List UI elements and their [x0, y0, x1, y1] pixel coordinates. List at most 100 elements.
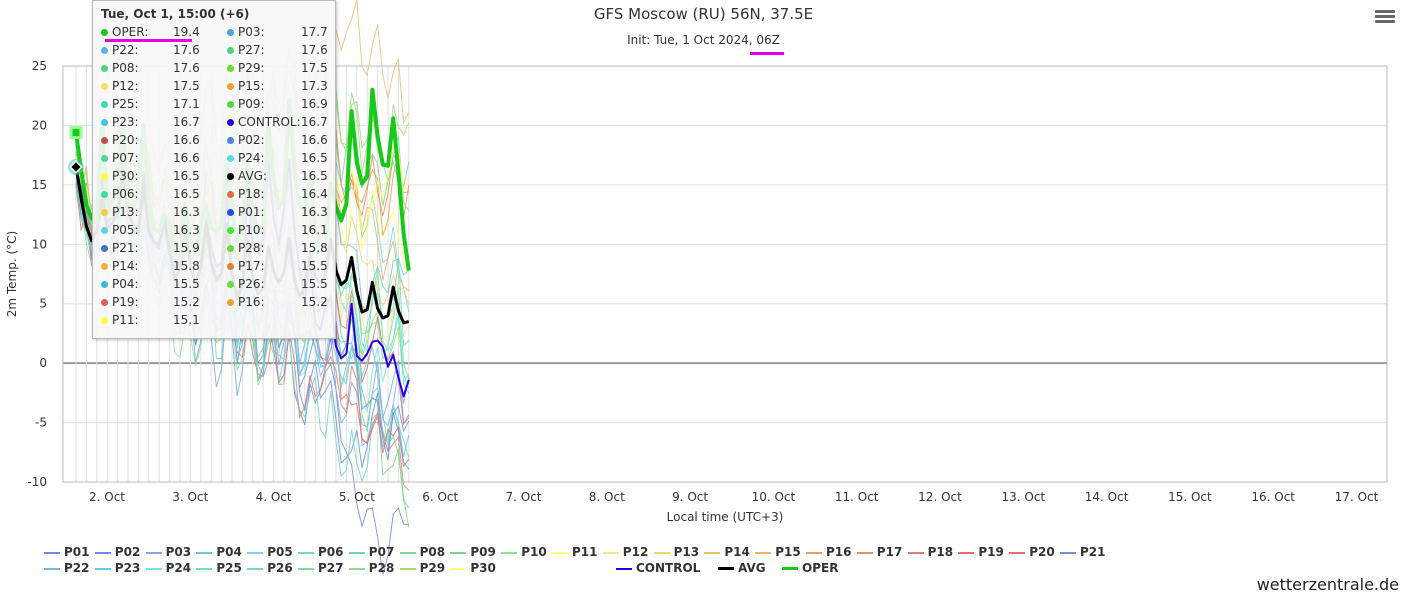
legend-swatch [94, 551, 111, 554]
tooltip-entry-name: P09: [238, 97, 265, 111]
y-tick-label: 20 [32, 118, 47, 132]
legend-item-p12[interactable]: P12 [602, 545, 649, 559]
tooltip-entry: P10: 16.1 [227, 223, 328, 237]
tooltip-entry-name: P13: [112, 205, 139, 219]
chart-subtitle: Init: Tue, 1 Oct 2024, 06Z [0, 33, 1407, 47]
legend-item-avg[interactable]: AVG [718, 561, 766, 575]
tooltip-entry-value: 17.7 [301, 25, 328, 39]
tooltip-entry-name: CONTROL: [238, 115, 301, 129]
tooltip-entry-name: P10: [238, 223, 265, 237]
legend-item-p26[interactable]: P26 [247, 561, 293, 575]
tooltip-entry-value: 15.5 [173, 277, 200, 291]
tooltip-entry-name: P04: [112, 277, 139, 291]
legend-item-p14[interactable]: P14 [704, 545, 750, 559]
legend-item-p04[interactable]: P04 [196, 545, 242, 559]
x-tick-label: 15. Oct [1168, 490, 1212, 504]
legend-item-p03[interactable]: P03 [145, 545, 192, 559]
legend-item-p01[interactable]: P01 [44, 545, 90, 559]
legend-item-p07[interactable]: P07 [348, 545, 394, 559]
tooltip-entry-name: P08: [112, 61, 139, 75]
y-tick-label: 15 [32, 178, 47, 192]
legend-swatch [552, 551, 568, 554]
legend-label: P13 [673, 545, 700, 559]
tooltip-entry-value: 16.7 [301, 115, 328, 129]
x-tick-label: 8. Oct [589, 490, 625, 504]
legend-item-p09[interactable]: P09 [450, 545, 496, 559]
tooltip-entry: P22: 17.6 [101, 43, 201, 57]
legend-item-p28[interactable]: P28 [348, 561, 394, 575]
menu-icon[interactable] [1375, 8, 1395, 24]
legend-swatch [298, 567, 314, 570]
tooltip-entry-name: P03: [238, 25, 265, 39]
legend-item-p15[interactable]: P15 [755, 545, 801, 559]
tooltip-entry: P28: 15.8 [227, 241, 328, 255]
legend-item-p24[interactable]: P24 [145, 561, 191, 575]
legend-label: P26 [267, 561, 293, 575]
legend-item-p18[interactable]: P18 [907, 545, 953, 559]
tooltip-entry: P23: 16.7 [101, 115, 201, 129]
legend-label: P27 [318, 561, 344, 575]
legend-item-p21[interactable]: P21 [1060, 545, 1106, 559]
legend-item-p25[interactable]: P25 [196, 561, 242, 575]
legend-item-p23[interactable]: P23 [94, 561, 140, 575]
legend-item-p11[interactable]: P11 [552, 545, 598, 559]
legend-item-p13[interactable]: P13 [653, 545, 700, 559]
tooltip-entry: P01: 16.3 [227, 205, 328, 219]
x-tick-label: 6. Oct [422, 490, 458, 504]
series-dot-icon [101, 83, 108, 90]
x-tick-label: 11. Oct [835, 490, 879, 504]
series-dot-icon [101, 155, 108, 162]
legend-label: P17 [876, 545, 903, 559]
tooltip-entry: CONTROL: 16.7 [227, 115, 328, 129]
legend-item-p10[interactable]: P10 [501, 545, 547, 559]
legend-label: P08 [419, 545, 446, 559]
tooltip-entry-name: P25: [112, 97, 139, 111]
legend-swatch [856, 551, 873, 554]
legend-item-p16[interactable]: P16 [806, 545, 852, 559]
tooltip-entry: P08: 17.6 [101, 61, 201, 75]
legend-label: P12 [622, 545, 649, 559]
oper-highlight-underline [105, 39, 192, 42]
tooltip-entry: P25: 17.1 [101, 97, 201, 111]
tooltip-entry-value: 15.2 [173, 295, 200, 309]
tooltip-entry-name: P02: [238, 133, 265, 147]
legend-swatch [718, 567, 734, 570]
x-tick-label: 5. Oct [339, 490, 375, 504]
tooltip-entry-name: OPER: [112, 25, 149, 39]
series-dot-icon [227, 29, 234, 36]
legend-label: P04 [216, 545, 242, 559]
legend-item-p29[interactable]: P29 [399, 561, 445, 575]
legend-item-p02[interactable]: P02 [94, 545, 140, 559]
series-dot-icon [101, 137, 108, 144]
tooltip-entry-name: P19: [112, 295, 139, 309]
legend-label: P21 [1080, 545, 1106, 559]
legend-item-p22[interactable]: P22 [44, 561, 90, 575]
series-dot-icon [227, 155, 234, 162]
legend-swatch [616, 567, 632, 570]
tooltip-entry: P06: 16.5 [101, 187, 201, 201]
legend-label: AVG [738, 561, 766, 575]
tooltip-entry: P15: 17.3 [227, 79, 328, 93]
legend-label: OPER [802, 561, 839, 575]
legend-item-p06[interactable]: P06 [298, 545, 344, 559]
tooltip-entry-value: 16.5 [301, 151, 328, 165]
tooltip-entry-value: 15.8 [173, 259, 200, 273]
tooltip-entry-name: AVG: [238, 169, 267, 183]
legend-item-p27[interactable]: P27 [298, 561, 344, 575]
tooltip-entry-name: P16: [238, 295, 265, 309]
legend-label: P19 [978, 545, 1004, 559]
legend-item-p05[interactable]: P05 [247, 545, 293, 559]
tooltip-entry-value: 17.6 [173, 43, 200, 57]
legend-item-p30[interactable]: P30 [450, 561, 496, 575]
series-dot-icon [101, 101, 108, 108]
legend-item-control[interactable]: CONTROL [616, 561, 700, 575]
legend-item-oper[interactable]: OPER [782, 561, 838, 575]
tooltip-header: Tue, Oct 1, 15:00 (+6) [101, 7, 250, 21]
legend-item-p19[interactable]: P19 [958, 545, 1004, 559]
legend-item-p08[interactable]: P08 [399, 545, 446, 559]
legend-item-p20[interactable]: P20 [1009, 545, 1055, 559]
legend-label: P03 [165, 545, 192, 559]
legend-item-p17[interactable]: P17 [856, 545, 903, 559]
legend-label: P01 [64, 545, 90, 559]
tooltip-entry: P05: 16.3 [101, 223, 201, 237]
